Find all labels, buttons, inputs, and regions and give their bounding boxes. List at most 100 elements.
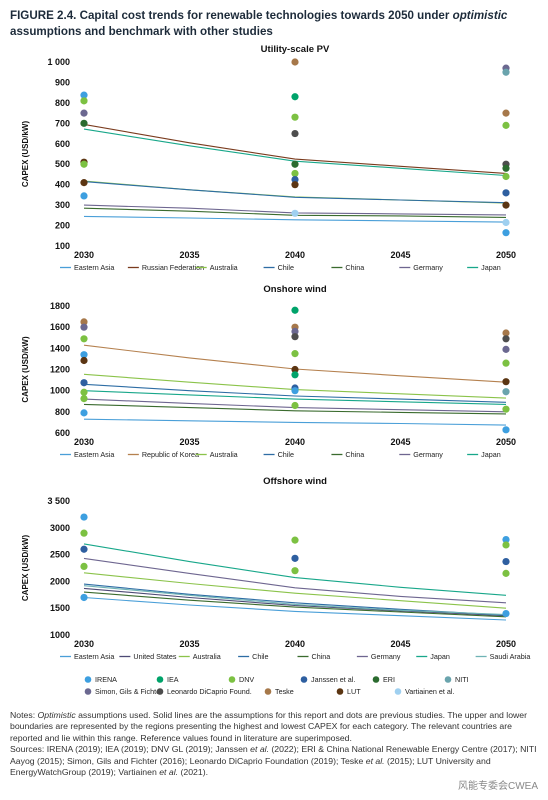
series-line-australia [83, 572, 507, 609]
study-legend-label-niti: NITI [455, 675, 469, 684]
x-tick-label: 2040 [285, 437, 305, 447]
y-tick-label: 600 [55, 428, 70, 438]
chart-utility-scale-pv: Utility-scale PV 100 200 300 400 500 600 700 800… [21, 44, 516, 272]
study-legend-dot-simon-gils-fichter [84, 688, 92, 695]
study-point-dnv [502, 541, 510, 549]
series-line-japan [83, 543, 507, 596]
study-point-eri [291, 160, 299, 168]
study-point-janssen-et-al [502, 557, 510, 566]
x-tick-label: 2045 [390, 437, 410, 447]
series-line-eastern-asia [83, 418, 507, 426]
study-point-dnv [291, 567, 299, 575]
study-point-dnv [80, 388, 88, 396]
series-line-saudi-arabia [83, 585, 507, 616]
study-legend-label-leonardo-dicaprio-found: Leonardo DiCaprio Found. [167, 687, 252, 696]
study-point-dnv [291, 169, 299, 178]
y-tick-label: 1400 [50, 343, 70, 353]
chart-offshore-wind: Offshore wind 1000 1500 2000 2500 3000 3 500 CA… [21, 476, 531, 661]
legend-label-australia: Australia [193, 652, 221, 661]
x-tick-label: 2030 [74, 437, 94, 447]
x-tick-label: 2045 [390, 639, 410, 649]
series-line-chile [83, 181, 507, 204]
legend-label-chile: Chile [252, 652, 268, 661]
series-line-japan [83, 390, 507, 405]
y-tick-label: 900 [55, 77, 70, 87]
notes-text: Notes: Optimistic assumptions used. Soli… [10, 710, 528, 743]
study-point-dnv [502, 405, 510, 413]
y-tick-label: 1 000 [47, 57, 70, 67]
y-tick-label: 2000 [50, 576, 70, 586]
study-legend-dot-irena [84, 676, 92, 683]
study-point-teske [291, 58, 299, 66]
y-tick-label: 1000 [50, 630, 70, 640]
study-point-janssen-et-al [291, 554, 299, 562]
study-legend-label-dnv: DNV [239, 675, 254, 684]
study-point-iea [291, 306, 299, 314]
series-line-eastern-asia [83, 596, 507, 621]
legend-label-germany: Germany [371, 652, 401, 661]
x-tick-label: 2030 [74, 250, 94, 260]
x-tick-label: 2035 [179, 639, 199, 649]
series-line-chile [83, 383, 507, 403]
study-point-leonardo-dicaprio-found [291, 129, 299, 138]
legend-label-saudi-arabia: Saudi Arabia [490, 652, 531, 661]
study-point-simon-gils-fichter [80, 109, 88, 117]
series-line-china [83, 403, 507, 415]
legend-label-japan: Japan [481, 450, 501, 459]
study-point-janssen-et-al [502, 189, 510, 197]
x-tick-label: 2050 [496, 250, 516, 260]
study-legend-label-simon-gils-fichter: Simon, Gils & Fichter [95, 687, 163, 696]
study-point-dnv [502, 359, 510, 367]
series-line-eastern-asia [83, 215, 507, 223]
study-point-dnv [80, 97, 88, 105]
study-point-dnv [291, 350, 299, 358]
y-tick-label: 600 [55, 139, 70, 149]
legend-label-china: China [345, 450, 364, 459]
y-tick-label: 100 [55, 241, 70, 251]
legend-label-china: China [312, 652, 331, 661]
study-legend-label-eri: ERI [383, 675, 395, 684]
panel-title: Onshore wind [263, 284, 327, 295]
study-legend-dot-lut [336, 688, 344, 695]
series-line-germany [83, 557, 507, 604]
study-point-irena [80, 192, 88, 200]
study-point-lut [80, 356, 88, 365]
study-point-irena [502, 229, 510, 237]
legend-label-germany: Germany [413, 450, 443, 459]
study-point-irena [291, 387, 299, 395]
y-tick-label: 1000 [50, 386, 70, 396]
study-point-irena [80, 593, 88, 602]
study-point-leonardo-dicaprio-found [291, 333, 299, 341]
y-tick-label: 1200 [50, 365, 70, 375]
y-tick-label: 1500 [50, 603, 70, 613]
study-point-lut [502, 378, 510, 386]
notes: Notes: Optimistic assumptions used. Soli… [10, 710, 540, 778]
series-line-chile [83, 583, 507, 616]
study-legend-label-irena: IRENA [95, 675, 117, 684]
study-point-simon-gils-fichter [80, 323, 88, 331]
y-tick-label: 400 [55, 180, 70, 190]
legend-label-russian-federation: Russian Federation [142, 263, 204, 272]
legend-label-republic-of-korea: Republic of Korea [142, 450, 199, 459]
study-point-teske [80, 318, 88, 326]
study-point-lut [502, 201, 510, 209]
study-point-eri [80, 119, 88, 127]
study-point-iea [291, 371, 299, 379]
legend-label-eastern-asia: Eastern Asia [74, 652, 114, 661]
study-point-irena [80, 409, 88, 417]
study-legend-dot-teske [264, 688, 272, 695]
watermark: 风能专委会CWEA [458, 781, 538, 792]
study-point-dnv [502, 121, 510, 129]
study-point-simon-gils-fichter [291, 327, 299, 335]
study-point-lut [80, 179, 88, 187]
study-legend-label-teske: Teske [275, 687, 294, 696]
study-legend-label-janssen-et-al: Janssen et al. [311, 675, 355, 684]
study-point-teske [502, 329, 510, 337]
study-point-dnv [80, 395, 88, 403]
legend-label-japan: Japan [430, 652, 450, 661]
y-axis-label: CAPEX (USD/kW) [21, 121, 30, 188]
y-axis-label: CAPEX (USD/kW) [21, 336, 30, 403]
study-legend-dot-eri [372, 676, 380, 683]
study-point-irena [80, 351, 88, 359]
x-tick-label: 2040 [285, 639, 305, 649]
